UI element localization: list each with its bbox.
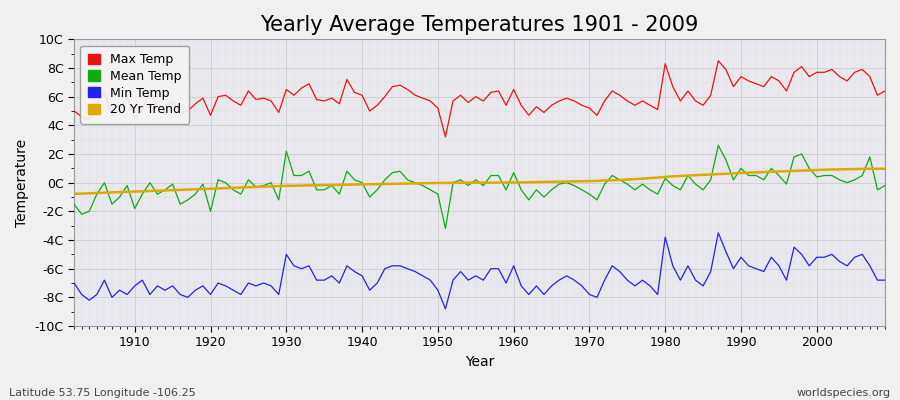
Title: Yearly Average Temperatures 1901 - 2009: Yearly Average Temperatures 1901 - 2009 bbox=[260, 15, 698, 35]
Text: worldspecies.org: worldspecies.org bbox=[796, 388, 891, 398]
Legend: Max Temp, Mean Temp, Min Temp, 20 Yr Trend: Max Temp, Mean Temp, Min Temp, 20 Yr Tre… bbox=[80, 46, 189, 124]
Text: Latitude 53.75 Longitude -106.25: Latitude 53.75 Longitude -106.25 bbox=[9, 388, 196, 398]
X-axis label: Year: Year bbox=[465, 355, 494, 369]
Y-axis label: Temperature: Temperature bbox=[15, 139, 29, 227]
